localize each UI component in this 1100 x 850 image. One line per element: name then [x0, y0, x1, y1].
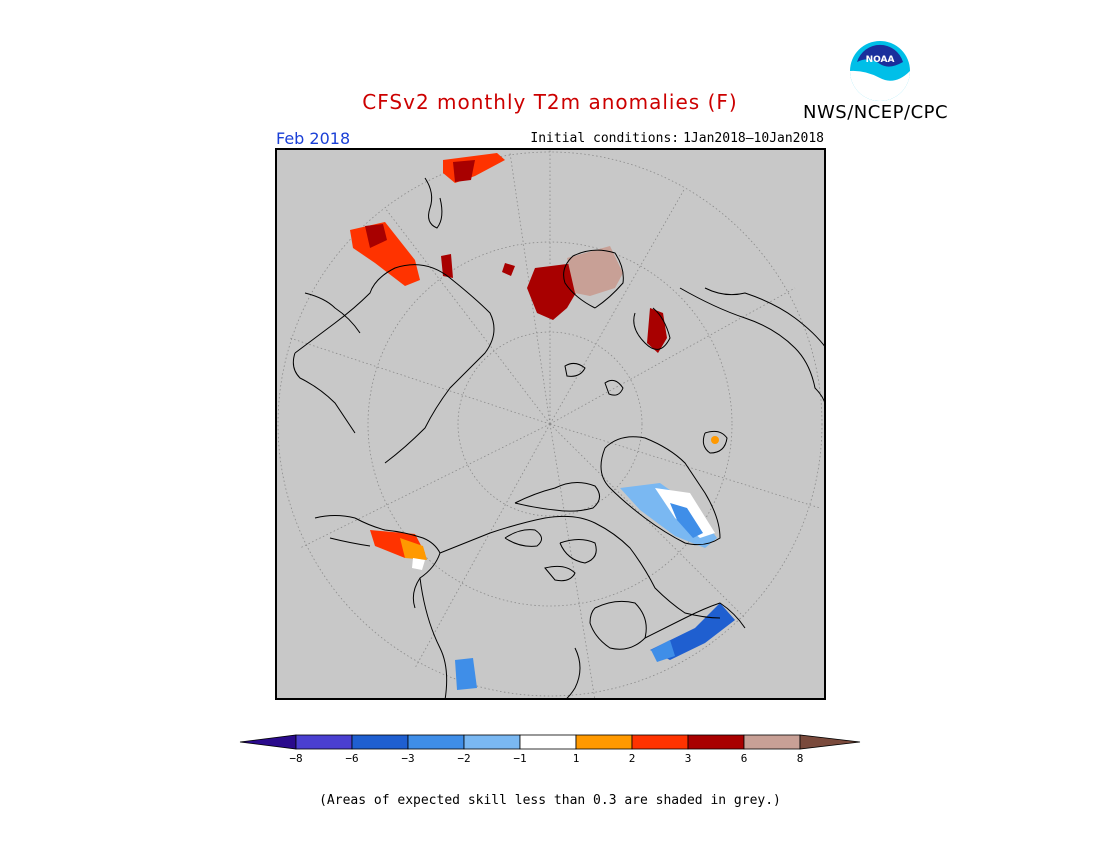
- colorbar-tick-label: −6: [345, 752, 359, 765]
- colorbar-tick-label: −1: [513, 752, 527, 765]
- colorbar-tick-label: 3: [684, 752, 692, 765]
- anomaly-region-barents: [527, 263, 580, 320]
- anomaly-region-top-core: [453, 160, 475, 182]
- colorbar-bin: [463, 734, 521, 750]
- agency-label: NWS/NCEP/CPC: [803, 102, 949, 123]
- colorbar-tick-label: −3: [401, 752, 415, 765]
- anomaly-region-alaska-coast: [400, 538, 427, 560]
- anomaly-region-greenland-core: [670, 503, 703, 538]
- colorbar-bin: [631, 734, 689, 750]
- initial-conditions: Initial conditions: 1Jan2018–10Jan2018: [526, 131, 824, 146]
- anomaly-region-east-canada-light: [651, 640, 675, 662]
- anomaly-region-nz: [502, 263, 515, 276]
- colorbar-tick-label: −2: [457, 752, 471, 765]
- colorbar-tick-label: 6: [740, 752, 748, 765]
- colorbar-arrow-low: [239, 734, 297, 750]
- anomaly-region-east-europe-core: [365, 224, 387, 248]
- anomaly-region-west-canada: [455, 658, 477, 690]
- anomaly-colorbar: [239, 734, 861, 750]
- map-title: CFSv2 monthly T2m anomalies (F): [362, 90, 738, 114]
- initial-conditions-range: 1Jan2018–10Jan2018: [683, 131, 824, 146]
- colorbar-tick-label: −8: [289, 752, 303, 765]
- coastlines: [292, 177, 826, 700]
- anomaly-region-east-europe: [350, 222, 420, 286]
- forecast-month: Feb 2018: [276, 129, 351, 148]
- noaa-logo: NOAA: [850, 41, 910, 101]
- noaa-logo-text: NOAA: [866, 55, 895, 65]
- anomaly-region-kara: [567, 246, 623, 296]
- anomaly-region-iceland: [711, 436, 719, 444]
- colorbar-bin: [407, 734, 465, 750]
- anomaly-shading: [350, 153, 735, 690]
- colorbar-bin: [519, 734, 577, 750]
- colorbar-bin: [295, 734, 353, 750]
- anomaly-region-alaska-white: [412, 558, 425, 570]
- polar-anomaly-map: [275, 148, 826, 700]
- colorbar-bin: [687, 734, 745, 750]
- colorbar-tick-label: 8: [796, 752, 804, 765]
- colorbar-bin: [351, 734, 409, 750]
- anomaly-region-siberia-dot: [441, 254, 453, 278]
- skill-footnote: (Areas of expected skill less than 0.3 a…: [319, 793, 781, 808]
- colorbar-arrow-high: [799, 734, 861, 750]
- initial-conditions-label: Initial conditions:: [530, 131, 680, 146]
- colorbar-ticks: −8 −6 −3 −2 −1 1 2 3 6 8: [0, 752, 1100, 768]
- colorbar-bin: [743, 734, 801, 750]
- colorbar-tick-label: 2: [628, 752, 636, 765]
- colorbar-tick-label: 1: [572, 752, 580, 765]
- colorbar-bin: [575, 734, 633, 750]
- map-frame: [275, 148, 826, 700]
